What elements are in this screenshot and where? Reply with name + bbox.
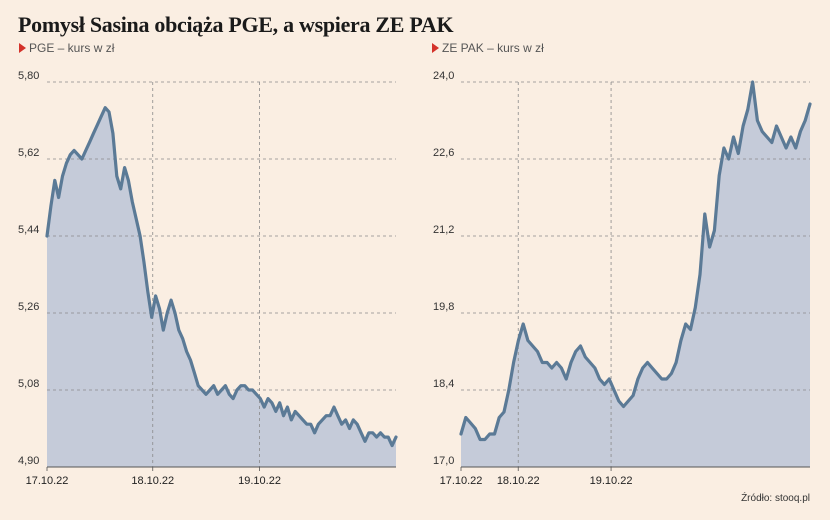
pge-ytick-label: 5,44: [18, 224, 39, 236]
zepak-ytick-label: 17,0: [433, 455, 454, 467]
zepak-ytick-label: 24,0: [433, 70, 454, 82]
pge-subtitle: PGE – kurs w zł: [19, 41, 114, 55]
pge-ytick-label: 4,90: [18, 455, 39, 467]
zepak-subtitle: ZE PAK – kurs w zł: [432, 41, 544, 55]
zepak-xtick-label: 18.10.22: [497, 475, 540, 487]
zepak-ytick-label: 18,4: [433, 378, 454, 390]
zepak-xtick-label: 17.10.22: [440, 475, 483, 487]
zepak-series-line: [459, 80, 812, 442]
pge-subtitle-text: PGE – kurs w zł: [29, 41, 115, 55]
zepak-ytick-label: 21,2: [433, 224, 454, 236]
source-note: Źródło: stooq.pl: [741, 493, 810, 504]
pge-ytick-label: 5,08: [18, 378, 39, 390]
zepak-subtitle-text: ZE PAK – kurs w zł: [442, 41, 544, 55]
pge-xtick-label: 18.10.22: [131, 475, 174, 487]
pge-xtick-label: 17.10.22: [26, 475, 69, 487]
red-triangle-icon: [19, 43, 26, 53]
pge-xtick-label: 19.10.22: [238, 475, 281, 487]
zepak-xtick-label: 19.10.22: [590, 475, 633, 487]
red-triangle-icon: [432, 43, 439, 53]
chart-title: Pomysł Sasina obciąża PGE, a wspiera ZE …: [18, 12, 454, 37]
zepak-ytick-label: 19,8: [433, 301, 454, 313]
pge-ytick-label: 5,80: [18, 70, 39, 82]
pge-series-line: [45, 106, 398, 448]
pge-area: [47, 107, 396, 467]
zepak-ytick-label: 22,6: [433, 147, 454, 159]
pge-ytick-label: 5,62: [18, 147, 39, 159]
zepak-area: [461, 82, 810, 467]
pge-ytick-label: 5,26: [18, 301, 39, 313]
